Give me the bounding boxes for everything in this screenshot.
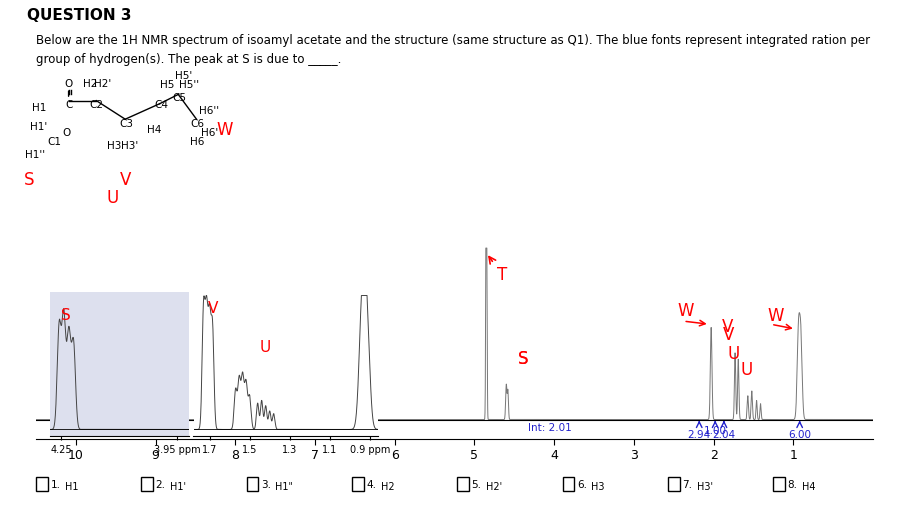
- Text: W: W: [678, 302, 694, 320]
- Text: 6.00: 6.00: [788, 430, 811, 440]
- Text: H6'': H6'': [199, 106, 220, 117]
- Text: H1': H1': [31, 122, 48, 132]
- Text: H3': H3': [122, 140, 139, 151]
- Text: H1": H1": [275, 482, 293, 492]
- Text: S: S: [518, 350, 529, 368]
- Text: H3: H3: [591, 482, 605, 492]
- Text: 2.: 2.: [156, 480, 166, 490]
- Text: H2: H2: [83, 78, 97, 89]
- Text: 1.: 1.: [50, 480, 60, 490]
- Text: H5: H5: [160, 80, 175, 90]
- Text: C: C: [65, 100, 72, 110]
- Text: C5: C5: [173, 92, 186, 103]
- Text: S: S: [60, 309, 70, 324]
- Text: H3: H3: [107, 140, 122, 151]
- Text: O: O: [65, 78, 73, 89]
- Text: U: U: [741, 361, 753, 379]
- Text: H2: H2: [381, 482, 394, 492]
- Text: H6': H6': [201, 128, 218, 138]
- Text: S: S: [23, 171, 34, 188]
- Text: H2': H2': [94, 78, 111, 89]
- Text: V: V: [723, 326, 734, 344]
- Text: H1'': H1'': [25, 150, 45, 160]
- Text: 2.94: 2.94: [688, 430, 711, 440]
- Text: U: U: [260, 340, 271, 355]
- Text: C1: C1: [48, 137, 62, 148]
- Text: C3: C3: [119, 119, 133, 129]
- Text: W: W: [217, 121, 233, 139]
- Text: 8.: 8.: [788, 480, 797, 490]
- Text: 5.: 5.: [472, 480, 482, 490]
- Text: C2: C2: [89, 100, 104, 110]
- Text: H6: H6: [190, 137, 204, 148]
- Text: H5'': H5'': [179, 80, 200, 90]
- Text: QUESTION 3: QUESTION 3: [27, 8, 131, 23]
- Text: H1: H1: [32, 103, 46, 114]
- Text: T: T: [489, 256, 507, 284]
- Text: V: V: [121, 171, 131, 188]
- Text: H2': H2': [486, 482, 502, 492]
- Text: 6.: 6.: [577, 480, 587, 490]
- Text: C6: C6: [190, 119, 204, 129]
- Text: W: W: [768, 307, 784, 325]
- Text: H4: H4: [802, 482, 815, 492]
- Text: V: V: [208, 301, 219, 316]
- Text: H5': H5': [175, 71, 192, 81]
- Text: H4: H4: [147, 125, 161, 135]
- Text: 2.04: 2.04: [713, 430, 735, 440]
- Text: C4: C4: [155, 100, 168, 110]
- Text: Below are the 1H NMR spectrum of isoamyl acetate and the structure (same structu: Below are the 1H NMR spectrum of isoamyl…: [36, 34, 870, 46]
- Text: Int: 2.01: Int: 2.01: [528, 424, 572, 433]
- Text: 7.: 7.: [682, 480, 692, 490]
- Text: S: S: [518, 350, 529, 368]
- Text: group of hydrogen(s). The peak at S is due to _____.: group of hydrogen(s). The peak at S is d…: [36, 53, 341, 66]
- Text: 1.00: 1.00: [704, 426, 726, 436]
- Text: U: U: [728, 345, 740, 363]
- Text: H1: H1: [65, 482, 78, 492]
- Text: 3.: 3.: [261, 480, 271, 490]
- Text: 4.: 4.: [366, 480, 376, 490]
- Text: H1': H1': [170, 482, 186, 492]
- Text: O: O: [62, 128, 71, 138]
- Text: H3': H3': [697, 482, 713, 492]
- Text: U: U: [106, 189, 118, 207]
- Text: V: V: [722, 318, 733, 336]
